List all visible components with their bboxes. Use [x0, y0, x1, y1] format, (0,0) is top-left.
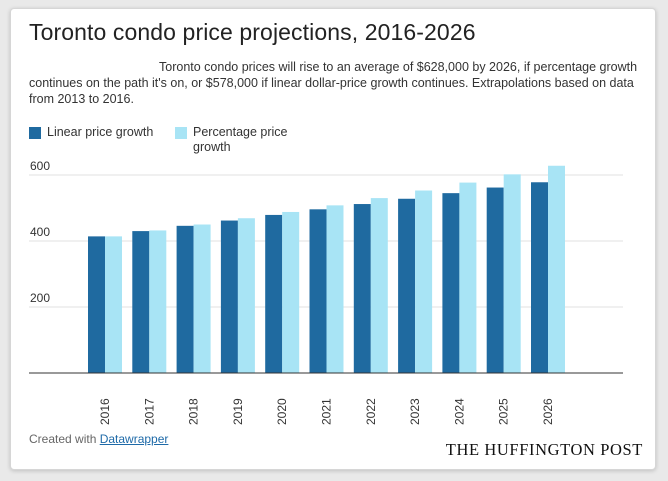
- legend-swatch-percentage: [175, 127, 187, 139]
- bar-linear-2016[interactable]: [88, 236, 105, 373]
- y-tick-label: 600: [30, 159, 50, 173]
- datawrapper-link[interactable]: Datawrapper: [99, 432, 169, 446]
- credit-prefix: Created with: [29, 432, 100, 446]
- bar-percentage-2018[interactable]: [193, 224, 211, 374]
- bar-chart: 200 400 600 2016 2017 2018 2019 2020 2021 2022 202…: [29, 159, 623, 425]
- x-tick-label: 2017: [142, 398, 156, 425]
- bar-percentage-2023[interactable]: [415, 190, 433, 373]
- x-tick-label: 2018: [187, 398, 201, 425]
- x-tick-label: 2016: [98, 398, 112, 425]
- bar-percentage-2024[interactable]: [459, 182, 477, 373]
- y-tick-label: 200: [30, 291, 50, 305]
- legend-swatch-linear: [29, 127, 41, 139]
- legend-label-linear: Linear price growth: [47, 125, 154, 139]
- bar-linear-2025[interactable]: [486, 187, 504, 373]
- x-tick-label: 2021: [320, 398, 334, 425]
- bar-percentage-2025[interactable]: [503, 174, 521, 373]
- chart-title: Toronto condo price projections, 2016-20…: [29, 19, 476, 45]
- bar-linear-2018[interactable]: [176, 225, 194, 373]
- bar-percentage-2020[interactable]: [282, 211, 300, 373]
- legend-label-percentage: Percentage price growth: [193, 125, 288, 154]
- brand-logo: THE HUFFINGTON POST: [445, 440, 643, 459]
- x-tick-label: 2025: [497, 398, 511, 425]
- x-tick-label: 2019: [231, 398, 245, 425]
- bar-percentage-2026[interactable]: [548, 165, 565, 373]
- bar-linear-2023[interactable]: [398, 198, 416, 373]
- bar-linear-2024[interactable]: [442, 193, 460, 373]
- bar-percentage-2019[interactable]: [237, 218, 255, 373]
- bar-linear-2022[interactable]: [353, 204, 371, 373]
- x-tick-label: 2024: [452, 398, 466, 425]
- bar-percentage-2021[interactable]: [326, 205, 344, 373]
- chart-card: Toronto condo price projections, 2016-20…: [10, 8, 656, 470]
- bar-linear-2019[interactable]: [220, 220, 238, 373]
- bar-percentage-2022[interactable]: [370, 198, 388, 373]
- bar-linear-2026[interactable]: [531, 182, 548, 373]
- x-tick-label: 2026: [541, 398, 555, 425]
- bar-percentage-2016[interactable]: [105, 236, 122, 373]
- bar-percentage-2017[interactable]: [149, 230, 167, 373]
- x-tick-label: 2020: [275, 398, 289, 425]
- y-tick-label: 400: [30, 225, 50, 239]
- bar-linear-2017[interactable]: [132, 231, 150, 373]
- bar-linear-2020[interactable]: [265, 214, 283, 373]
- x-tick-label: 2023: [408, 398, 422, 425]
- bar-linear-2021[interactable]: [309, 209, 327, 373]
- legend-item-percentage[interactable]: Percentage price growth: [175, 125, 315, 155]
- credit: Created with Datawrapper: [29, 432, 168, 446]
- x-tick-label: 2022: [364, 398, 378, 425]
- chart-description: Toronto condo prices will rise to an ave…: [29, 60, 638, 106]
- legend-item-linear[interactable]: Linear price growth: [29, 125, 169, 139]
